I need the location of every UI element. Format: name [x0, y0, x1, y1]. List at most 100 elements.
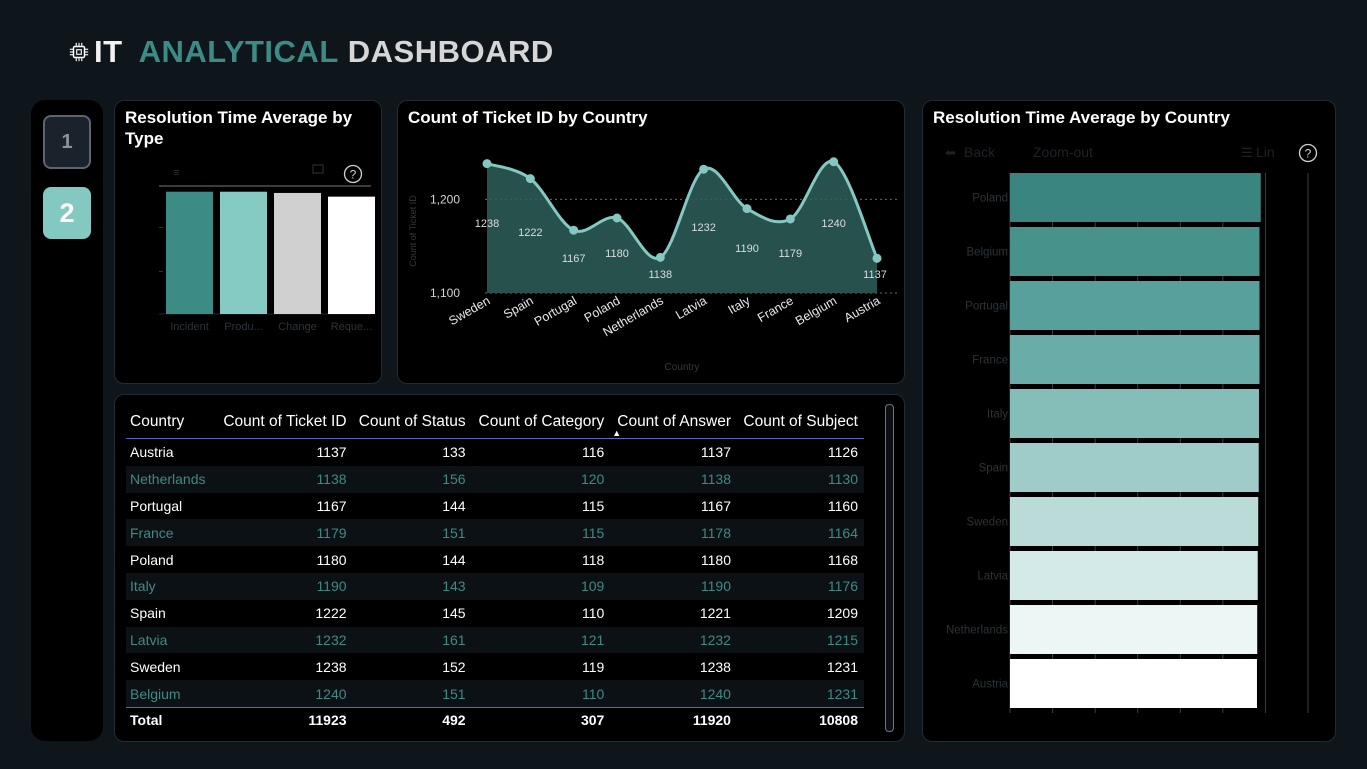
cell-status: 143 [352, 572, 472, 600]
type-chart-category-labels: Incident Produ... Change Reque... [170, 321, 372, 333]
cell-subject: 1126 [736, 438, 864, 466]
back-arrow-icon[interactable]: ⬅ [945, 145, 956, 160]
back-button[interactable]: Back [964, 144, 996, 160]
cell-answer: 1232 [610, 626, 737, 654]
col-country[interactable]: Country [126, 405, 218, 439]
help-icon[interactable]: ? [1298, 143, 1318, 163]
cell-status: 151 [352, 519, 472, 547]
res-bar[interactable] [1010, 443, 1259, 492]
table-row[interactable]: France 1179 151 115 1178 1164 [126, 519, 864, 547]
cell-category: 116 [471, 438, 611, 466]
res-bar[interactable] [1010, 227, 1260, 276]
count-point[interactable] [612, 213, 622, 223]
chip-icon [69, 42, 89, 62]
cell-answer: 1178 [610, 519, 737, 547]
cell-status: 151 [352, 680, 472, 708]
count-point[interactable] [872, 253, 882, 263]
cell-answer: 1238 [610, 653, 737, 681]
res-bar[interactable] [1010, 497, 1259, 546]
count-point[interactable] [699, 164, 709, 174]
sort-ascending-icon[interactable]: ▲ [612, 428, 622, 438]
table-row[interactable]: Sweden 1238 152 119 1238 1231 [126, 653, 864, 681]
count-point[interactable] [742, 204, 752, 214]
res-bar[interactable] [1010, 281, 1260, 330]
cell-subject: 1130 [736, 465, 864, 493]
cell-category: 115 [471, 492, 611, 520]
count-point[interactable] [785, 214, 795, 224]
lin-toggle[interactable]: Lin [1256, 144, 1275, 160]
col-count-subject[interactable]: Count of Subject [736, 405, 864, 439]
cell-ticket-id: 1222 [217, 599, 353, 627]
res-bar[interactable] [1010, 605, 1258, 654]
table-scrollbar[interactable] [885, 404, 894, 732]
type-category-label: Change [278, 321, 317, 333]
count-point[interactable] [569, 225, 579, 235]
cell-subject: 1160 [736, 492, 864, 520]
type-chart-title: Resolution Time Average by Type [125, 108, 353, 148]
col-count-ticket-id[interactable]: Count of Ticket ID [217, 405, 353, 439]
col-count-status[interactable]: Count of Status [352, 405, 472, 439]
res-category-label: Portugal [965, 301, 1008, 313]
cell-status: 144 [352, 492, 472, 520]
country-table-panel[interactable]: Country Count of Ticket ID Count of Stat… [114, 394, 905, 742]
table-row[interactable]: Poland 1180 144 118 1180 1168 [126, 546, 864, 573]
cell-ticket-id: 1190 [217, 572, 353, 600]
table-row[interactable]: Italy 1190 143 109 1190 1176 [126, 572, 864, 600]
res-bar[interactable] [1010, 551, 1258, 600]
count-data-label: 1190 [735, 243, 759, 255]
count-data-label: 1240 [821, 218, 845, 230]
list-icon[interactable]: ☰ [1241, 145, 1253, 160]
cell-country: Spain [126, 599, 218, 627]
type-bar[interactable] [274, 192, 321, 314]
table-header-row: Country Count of Ticket ID Count of Stat… [126, 405, 864, 439]
res-category-label: Italy [987, 409, 1008, 421]
res-bar[interactable] [1010, 335, 1260, 384]
cell-category: 120 [471, 465, 611, 493]
count-point[interactable] [482, 159, 492, 169]
res-bar[interactable] [1010, 173, 1261, 222]
table-row[interactable]: Latvia 1232 161 121 1232 1215 [126, 626, 864, 654]
col-count-category[interactable]: Count of Category [471, 405, 611, 439]
type-bar[interactable] [220, 191, 267, 314]
filter-icon[interactable] [312, 164, 324, 174]
count-point[interactable] [525, 174, 535, 184]
count-chart-line [486, 160, 879, 260]
res-bar[interactable] [1010, 389, 1259, 438]
country-table[interactable]: Country Count of Ticket ID Count of Stat… [126, 405, 864, 732]
cell-subject: 1231 [736, 653, 864, 681]
cell-category: 109 [471, 572, 611, 600]
count-data-label: 1167 [562, 253, 586, 265]
count-data-label: 1138 [649, 269, 673, 281]
dashboard-header: IT ANALYTICAL DASHBOARD [68, 30, 554, 74]
col-count-answer[interactable]: Count of Answer ▲ [610, 405, 737, 439]
res-category-label: Belgium [966, 247, 1008, 259]
cell-country: Latvia [126, 626, 218, 654]
res-bar[interactable] [1010, 659, 1257, 708]
cell-subject: 1164 [736, 519, 864, 547]
type-bar[interactable] [166, 191, 213, 314]
table-row[interactable]: Netherlands 1138 156 120 1138 1130 [126, 465, 864, 493]
type-bar[interactable] [328, 196, 375, 314]
total-answer: 11920 [610, 706, 737, 732]
count-data-label: 1137 [863, 269, 887, 281]
count-y-tick: 1,100 [430, 286, 460, 300]
help-icon[interactable]: ? [343, 164, 363, 184]
count-point[interactable] [829, 157, 839, 167]
page-1-button[interactable]: 1 [43, 115, 91, 169]
count-point[interactable] [655, 252, 665, 262]
cell-subject: 1168 [736, 546, 864, 573]
count-chart-panel[interactable]: Count of Ticket ID by Country Count of T… [397, 100, 905, 384]
page-2-button[interactable]: 2 [43, 187, 91, 239]
type-chart-filter-icon[interactable]: ≡ [173, 167, 179, 179]
table-row[interactable]: Austria 1137 133 116 1137 1126 [126, 438, 864, 466]
type-chart-panel[interactable]: Resolution Time Average by Type ≡ ? Inci… [114, 100, 382, 384]
table-row[interactable]: Portugal 1167 144 115 1167 1160 [126, 492, 864, 520]
zoom-out-button[interactable]: Zoom-out [1033, 144, 1093, 160]
cell-answer: 1240 [610, 680, 737, 708]
table-row[interactable]: Spain 1222 145 110 1221 1209 [126, 599, 864, 627]
count-chart-data-labels: 1238 1222 1167 1180 1138 1232 1190 1179 1240 1137 [475, 218, 887, 281]
table-row[interactable]: Belgium 1240 151 110 1240 1231 [126, 680, 864, 708]
cell-country: Italy [126, 572, 218, 600]
resolution-country-panel[interactable]: Resolution Time Average by Country ⬅ Bac… [922, 100, 1336, 742]
count-chart-area [487, 161, 877, 293]
